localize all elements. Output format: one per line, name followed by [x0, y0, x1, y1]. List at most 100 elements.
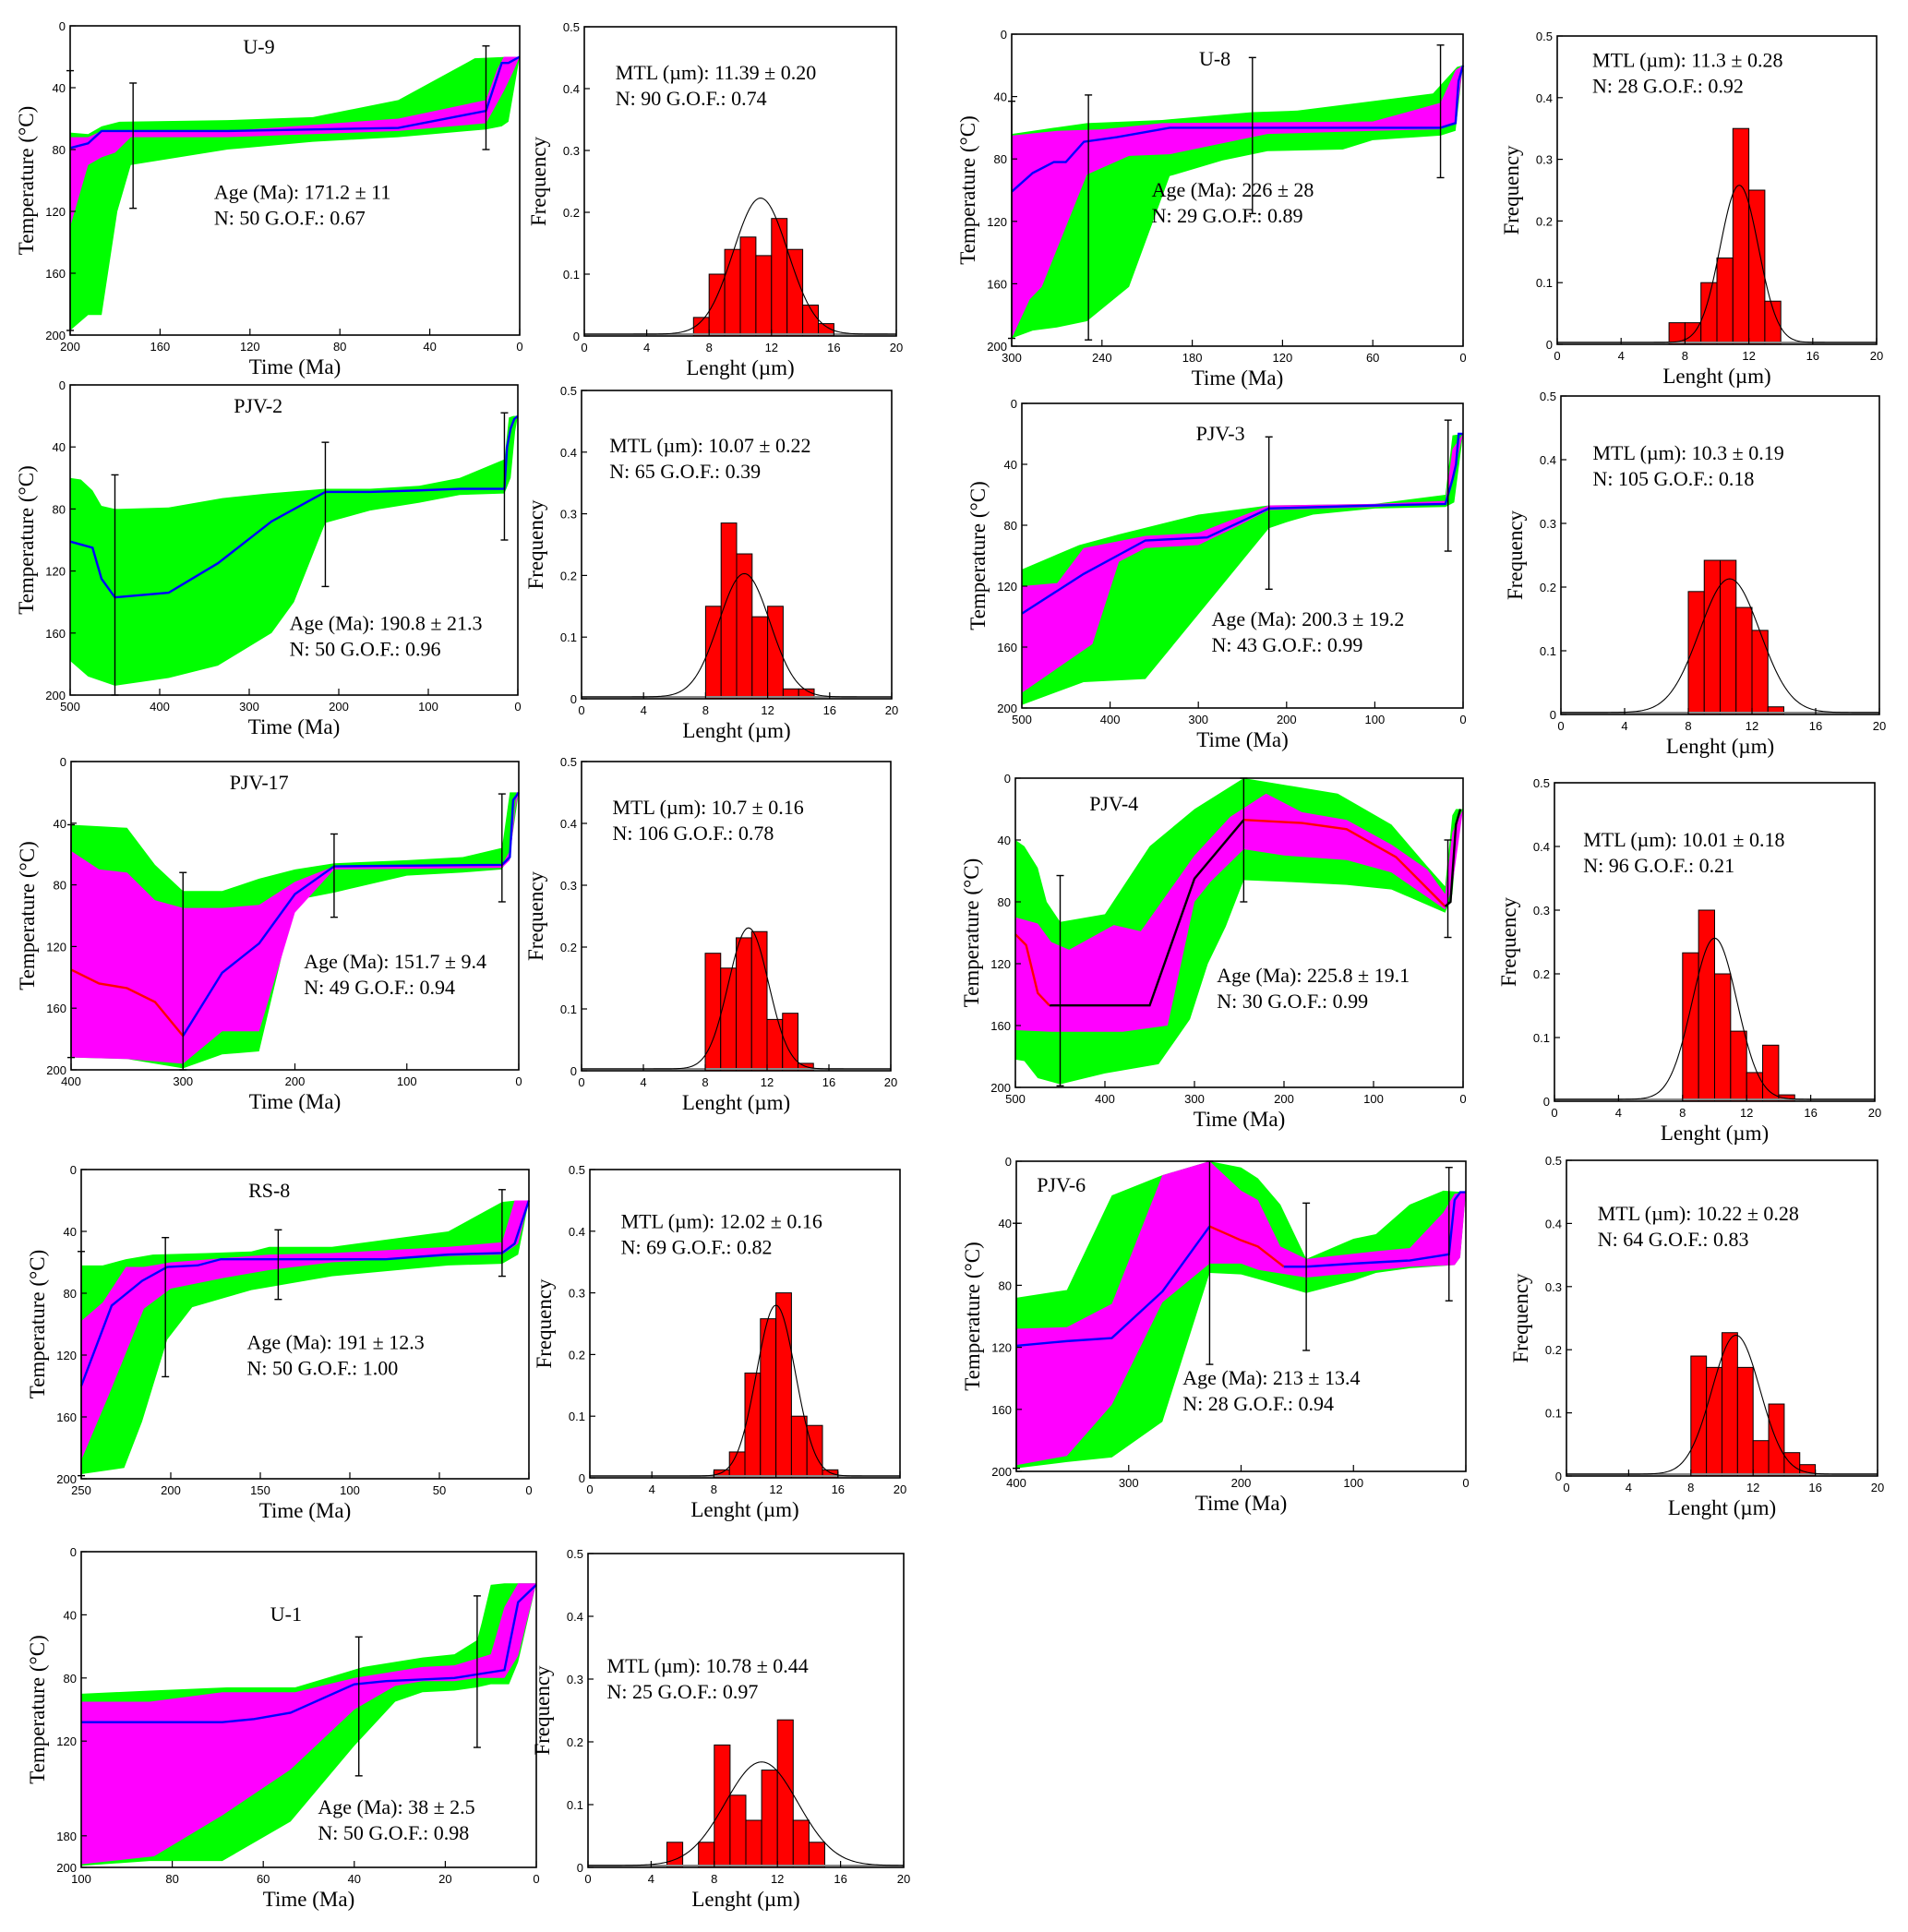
x-tick-label: 16 — [1804, 1106, 1817, 1120]
x-tick-label: 100 — [71, 1872, 91, 1886]
x-tick-label: 160 — [150, 340, 171, 354]
x-tick-label: 200 — [60, 340, 80, 354]
y-tick-label: 80 — [64, 1287, 77, 1301]
y-tick-label: 160 — [991, 1403, 1012, 1417]
x-tick-label: 4 — [1626, 1481, 1632, 1494]
y-tick-label: 80 — [998, 895, 1011, 909]
x-tick-label: 400 — [1006, 1476, 1026, 1490]
x-tick-label: 20 — [1873, 719, 1886, 733]
best-fit-path — [1049, 819, 1245, 1007]
y-tick-label: 80 — [999, 1278, 1012, 1292]
sample-title: PJV-2 — [234, 394, 282, 417]
x-tick-label: 100 — [1363, 1092, 1384, 1106]
x-tick-label: 8 — [702, 1075, 708, 1089]
y-tick-label: 0 — [70, 1545, 77, 1559]
y-tick-label: 0 — [577, 1861, 583, 1875]
stats-annotation: MTL (µm): 11.39 ± 0.20 — [616, 61, 816, 84]
y-tick-label: 160 — [45, 627, 66, 641]
y-tick-label: 0.3 — [1536, 153, 1553, 167]
plot-frame — [589, 1169, 901, 1479]
best-fit-path-alt — [70, 968, 185, 1038]
x-tick-label: 400 — [1095, 1092, 1115, 1106]
y-tick-label: 0.5 — [560, 755, 577, 769]
x-axis-label: Time (Ma) — [1195, 1492, 1287, 1515]
y-tick-label: 0.2 — [569, 1348, 585, 1362]
x-tick-label: 200 — [1231, 1476, 1252, 1490]
x-tick-label: 0 — [516, 340, 522, 354]
best-fit-path — [1011, 65, 1465, 193]
y-tick-label: 80 — [1004, 519, 1017, 533]
histogram-bar — [776, 1719, 794, 1868]
best-fit-path — [81, 1584, 537, 1723]
x-tick-label: 4 — [640, 1075, 646, 1089]
x-tick-label: 0 — [515, 1074, 522, 1088]
stats-annotation: Age (Ma): 226 ± 28 — [1152, 178, 1314, 201]
acceptable-fit-envelope — [1016, 1161, 1466, 1469]
plot-frame — [69, 25, 521, 336]
y-tick-label: 0.3 — [1540, 517, 1556, 531]
stats-annotation: N: 64 G.O.F.: 0.83 — [1598, 1228, 1749, 1251]
stats-annotation: MTL (µm): 10.01 ± 0.18 — [1583, 828, 1784, 851]
x-tick-label: 0 — [1459, 713, 1466, 726]
plot-frame — [587, 1553, 905, 1868]
plot-frame — [583, 26, 897, 337]
good-fit-envelope — [1012, 65, 1463, 339]
x-tick-label: 150 — [250, 1483, 270, 1497]
histogram-bar — [666, 1842, 684, 1868]
y-tick-label: 200 — [991, 1465, 1012, 1479]
histogram-bar — [698, 1842, 715, 1868]
plot-frame — [80, 1169, 530, 1480]
y-tick-label: 40 — [54, 817, 66, 831]
x-tick-label: 80 — [333, 340, 346, 354]
stats-annotation: N: 90 G.O.F.: 0.74 — [616, 87, 767, 110]
y-tick-label: 0.4 — [1545, 1217, 1562, 1230]
x-tick-label: 0 — [1557, 719, 1564, 733]
x-tick-label: 4 — [649, 1482, 655, 1496]
y-tick-label: 0.5 — [563, 20, 580, 34]
x-tick-label: 500 — [1012, 713, 1032, 726]
stats-annotation: Age (Ma): 151.7 ± 9.4 — [304, 950, 486, 973]
x-axis-label: Lenght (µm) — [690, 1498, 798, 1521]
x-tick-label: 20 — [1870, 349, 1883, 363]
x-tick-label: 100 — [1343, 1476, 1363, 1490]
x-tick-label: 40 — [423, 340, 436, 354]
y-axis-label: Temperature (°C) — [16, 841, 39, 990]
y-tick-label: 0.1 — [569, 1410, 585, 1423]
x-tick-label: 0 — [1563, 1481, 1569, 1494]
x-tick-label: 300 — [1119, 1476, 1139, 1490]
y-tick-label: 0 — [60, 755, 66, 769]
y-tick-label: 0.3 — [1545, 1280, 1562, 1294]
fitted-length-curve — [1566, 1334, 1878, 1475]
sample-title: RS-8 — [248, 1179, 290, 1202]
y-tick-label: 200 — [997, 702, 1017, 715]
x-axis-label: Time (Ma) — [249, 355, 341, 378]
x-tick-label: 50 — [433, 1483, 446, 1497]
histogram-bar — [761, 1770, 778, 1868]
y-tick-label: 40 — [53, 81, 66, 95]
stats-annotation: Age (Ma): 200.3 ± 19.2 — [1212, 607, 1405, 630]
y-tick-label: 120 — [56, 1349, 77, 1362]
sample-title: U-8 — [1199, 47, 1230, 70]
y-tick-label: 0.2 — [1545, 1343, 1562, 1357]
stats-annotation: N: 69 G.O.F.: 0.82 — [621, 1235, 773, 1258]
y-tick-label: 200 — [45, 689, 66, 702]
fitted-length-curve — [587, 1761, 905, 1866]
y-tick-label: 120 — [45, 205, 66, 219]
stats-annotation: N: 50 G.O.F.: 0.98 — [318, 1821, 469, 1844]
y-tick-label: 160 — [997, 641, 1017, 654]
x-tick-label: 0 — [514, 700, 521, 714]
y-tick-label: 120 — [46, 940, 66, 954]
y-tick-label: 40 — [999, 1217, 1012, 1230]
plot-group — [1554, 909, 1875, 1102]
x-tick-label: 0 — [1462, 1476, 1469, 1490]
x-tick-label: 200 — [285, 1074, 306, 1088]
y-tick-label: 0.2 — [560, 941, 577, 954]
x-tick-label: 20 — [884, 1075, 897, 1089]
fitted-length-curve — [1557, 185, 1877, 343]
y-axis-label: Frequency — [1504, 510, 1527, 600]
stats-annotation: MTL (µm): 10.3 ± 0.19 — [1593, 441, 1784, 464]
y-tick-label: 0 — [70, 1163, 77, 1177]
plot-frame — [1554, 782, 1876, 1102]
